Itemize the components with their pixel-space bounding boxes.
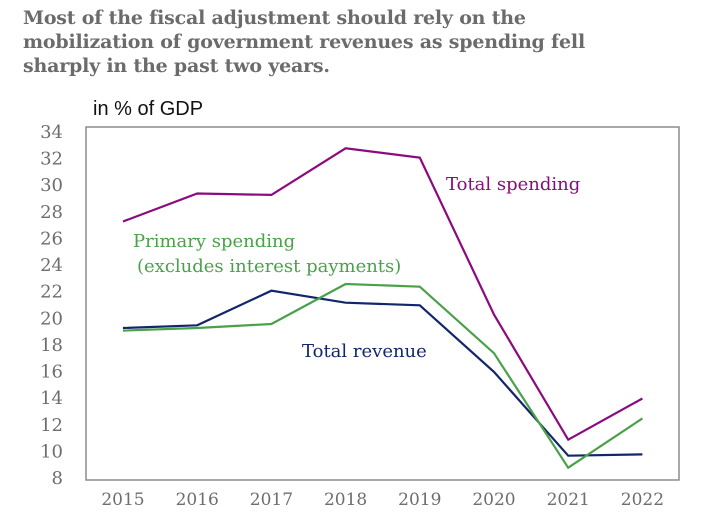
x-tick-label: 2016 — [176, 490, 219, 510]
series-labels: Total spending Primary spending (excludes … — [133, 174, 580, 362]
y-tick-label: 24 — [40, 255, 63, 276]
y-tick-label: 28 — [40, 202, 63, 223]
x-tick-label: 2022 — [621, 490, 664, 510]
x-tick-label: 2019 — [398, 490, 441, 510]
total-revenue-label: Total revenue — [302, 341, 427, 362]
y-tick-label: 8 — [52, 468, 63, 489]
primary-spending-line — [122, 282, 644, 470]
y-tick-label: 34 — [40, 122, 63, 143]
total-spending-line — [122, 147, 643, 442]
title-line-1: Most of the fiscal adjustment should rel… — [23, 7, 526, 29]
primary-spending-label: (excludes interest payments) — [137, 256, 401, 277]
y-tick-label: 20 — [40, 308, 63, 329]
primary-spending-label: Primary spending — [133, 231, 295, 252]
y-tick-label: 14 — [40, 388, 63, 409]
x-axis-ticks: 2015 2016 2017 2018 2019 2020 2021 2022 — [101, 490, 664, 510]
y-tick-label: 22 — [40, 282, 63, 303]
title-line-3: sharply in the past two years. — [23, 55, 330, 77]
title-line-2: mobilization of government revenues as s… — [23, 31, 585, 53]
y-tick-label: 32 — [40, 149, 63, 170]
x-tick-label: 2018 — [324, 490, 367, 510]
x-tick-label: 2015 — [101, 490, 144, 510]
y-tick-label: 10 — [40, 441, 63, 462]
y-axis-ticks: 8 10 12 14 16 18 20 22 24 26 28 30 32 34 — [40, 122, 63, 489]
y-tick-label: 30 — [40, 175, 63, 196]
total-spending-label: Total spending — [446, 174, 580, 195]
x-tick-label: 2021 — [547, 490, 590, 510]
x-tick-label: 2020 — [472, 490, 515, 510]
chart-title: Most of the fiscal adjustment should rel… — [23, 6, 713, 78]
y-tick-label: 26 — [40, 228, 63, 249]
x-tick-label: 2017 — [250, 490, 293, 510]
y-tick-label: 18 — [40, 335, 63, 356]
total-revenue-line — [122, 289, 643, 457]
series-lines — [122, 147, 644, 470]
y-tick-label: 16 — [40, 362, 63, 383]
plot-frame — [85, 126, 680, 481]
y-axis-unit-label: in % of GDP — [93, 98, 204, 120]
y-tick-label: 12 — [40, 415, 63, 436]
